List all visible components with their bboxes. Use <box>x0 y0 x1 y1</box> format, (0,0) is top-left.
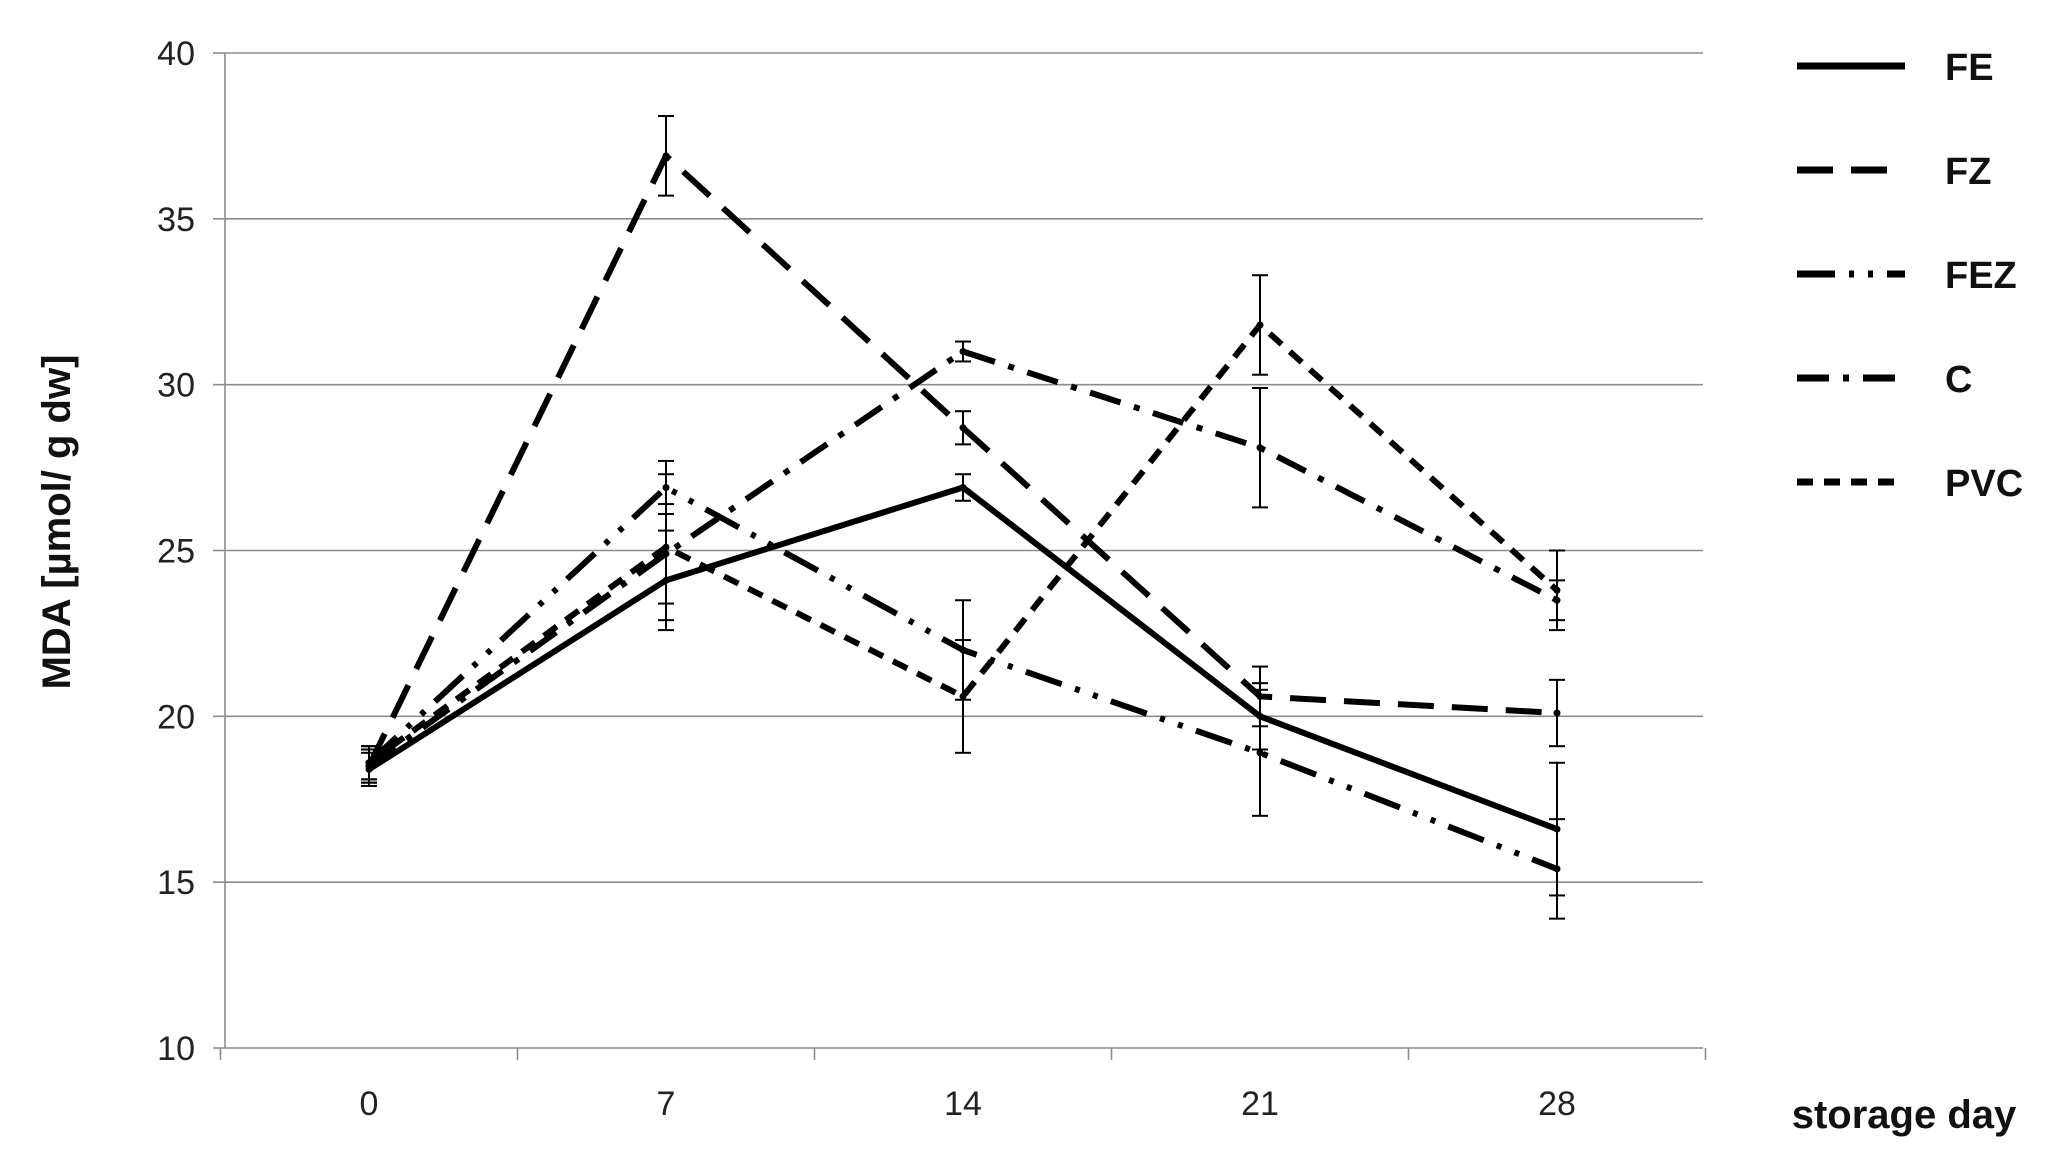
axis-labels: 10 15 20 25 30 35 40 0 7 14 21 28 <box>157 35 1576 1123</box>
legend-label-c: C <box>1945 359 1972 401</box>
y-tick-label: 10 <box>157 1030 195 1068</box>
series-lines <box>366 152 1559 872</box>
x-tick-label: 21 <box>1241 1085 1279 1123</box>
data-point-pvc <box>1553 586 1561 594</box>
data-point-c <box>959 348 967 355</box>
y-tick-label: 40 <box>157 35 195 73</box>
data-point-fz <box>1553 709 1561 717</box>
x-axis-title: storage day <box>1792 1093 2017 1137</box>
y-tick-label: 25 <box>157 533 195 571</box>
x-tick-label: 7 <box>657 1085 676 1123</box>
y-tick-label: 30 <box>157 367 195 405</box>
data-point-fez <box>1256 749 1264 757</box>
x-tick-label: 14 <box>944 1085 982 1123</box>
data-point-pvc <box>959 692 967 700</box>
data-point-pvc <box>662 543 670 551</box>
error-bars <box>361 115 1565 920</box>
legend-label-fz: FZ <box>1945 151 1991 193</box>
legend-label-pvc: PVC <box>1945 463 2023 505</box>
data-point-pvc <box>1256 321 1264 329</box>
data-point-pvc <box>365 759 373 767</box>
data-point-fz <box>959 424 967 432</box>
data-point-fz <box>662 152 670 160</box>
y-tick-label: 15 <box>157 864 195 902</box>
y-tick-label: 35 <box>157 201 195 239</box>
gridlines <box>225 52 1703 883</box>
axes <box>213 52 1707 1060</box>
data-point-fe <box>959 483 967 491</box>
y-axis-title: MDA [µmol/ g dw] <box>35 355 79 690</box>
legend-label-fe: FE <box>1945 47 1994 89</box>
legend-label-fez: FEZ <box>1945 255 2017 297</box>
data-point-c <box>1256 444 1264 452</box>
series-line-c <box>367 348 1559 769</box>
y-tick-label: 20 <box>157 698 195 736</box>
data-point-fez <box>1553 865 1561 873</box>
x-tick-label: 0 <box>360 1085 379 1123</box>
legend: FE FZ FEZ C PVC <box>1797 47 2023 505</box>
x-tick-label: 28 <box>1538 1085 1576 1123</box>
series-line-pvc <box>367 321 1559 766</box>
